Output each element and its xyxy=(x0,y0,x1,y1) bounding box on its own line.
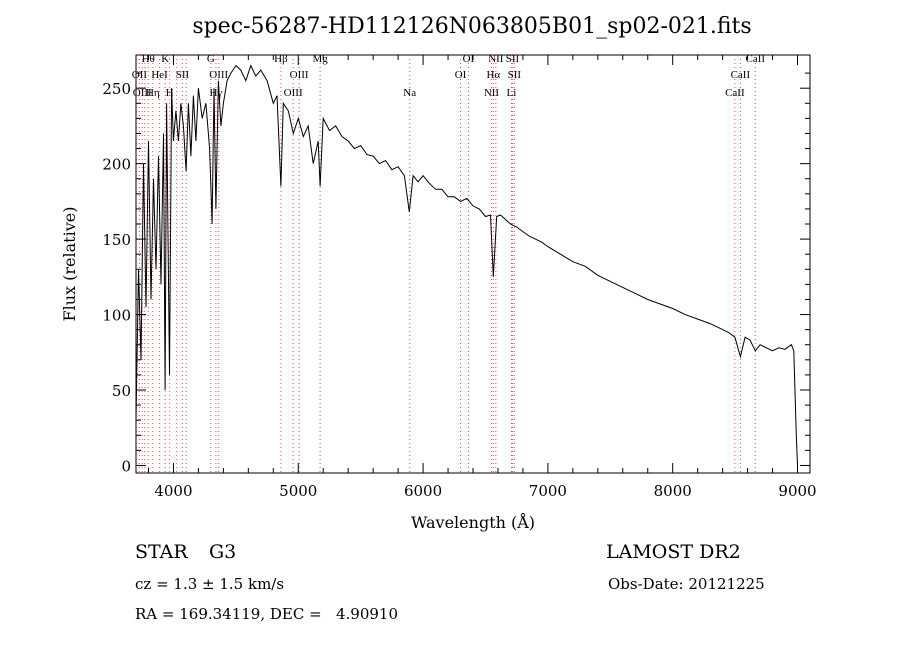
x-tick-label: 4000 xyxy=(154,482,192,500)
spectral-line-label: K xyxy=(161,53,169,65)
y-tick-label: 0 xyxy=(121,457,131,475)
spectral-line-label: OII xyxy=(132,69,148,81)
spectral-line-label: Na xyxy=(403,87,416,99)
plot-frame xyxy=(135,54,811,474)
spectral-line-label: Hβ xyxy=(274,53,288,65)
chart-title: spec-56287-HD112126N063805B01_sp02-021.f… xyxy=(192,14,751,39)
object-subclass: G3 xyxy=(209,541,237,563)
spectral-line-label: SII xyxy=(176,69,190,81)
survey-name: LAMOST DR2 xyxy=(606,541,741,563)
x-axis-label: Wavelength (Å) xyxy=(411,512,535,532)
spectral-line-label: Hα xyxy=(486,69,500,81)
y-tick-label: 150 xyxy=(102,231,131,249)
spectral-line-label: SII xyxy=(508,69,522,81)
spectral-line-label: H xyxy=(166,87,174,99)
spectral-line-label: Hη xyxy=(146,87,160,99)
x-tick-label: 9000 xyxy=(778,482,816,500)
spectral-line-label: OI xyxy=(455,69,467,81)
spectral-line-label: NII xyxy=(484,87,500,99)
spectral-line-markers xyxy=(138,55,756,473)
flux-series-line xyxy=(135,64,798,466)
x-tick-label: 8000 xyxy=(654,482,692,500)
spectral-line-label: SII xyxy=(506,53,520,65)
y-axis-ticks: 0 50 100 150 200 250 xyxy=(102,72,810,475)
spectral-line-label: Li xyxy=(507,87,517,99)
spectral-line-label: OI xyxy=(463,53,475,65)
x-tick-label: 7000 xyxy=(529,482,567,500)
spectral-line-label: Hγ xyxy=(209,87,222,99)
y-tick-label: 50 xyxy=(112,382,131,400)
x-tick-label: 6000 xyxy=(404,482,442,500)
spectral-line-label: OIII xyxy=(133,87,152,99)
spectral-line-label: CaII xyxy=(746,53,766,65)
y-tick-label: 250 xyxy=(102,80,131,98)
ra-dec-coordinates: RA = 169.34119, DEC = 4.90910 xyxy=(135,605,399,623)
y-tick-label: 200 xyxy=(102,156,131,174)
observation-date: Obs-Date: 20121225 xyxy=(608,575,765,593)
y-axis-label: Flux (relative) xyxy=(60,207,79,322)
x-tick-label: 5000 xyxy=(279,482,317,500)
y-tick-label: 100 xyxy=(102,307,131,325)
x-axis-ticks: 4000 5000 6000 7000 8000 9000 xyxy=(147,55,817,500)
spectral-line-label: G xyxy=(207,53,215,65)
spectral-line-label: OIII xyxy=(209,69,228,81)
spectral-line-label: Mg xyxy=(312,53,328,65)
spectral-line-label: CaII xyxy=(725,87,745,99)
redshift-cz: cz = 1.3 ± 1.5 km/s xyxy=(135,575,285,593)
spectral-line-label: HeI xyxy=(151,69,168,81)
spectral-line-label: OIII xyxy=(290,69,309,81)
spectral-line-label: NII xyxy=(488,53,504,65)
object-class: STAR xyxy=(135,541,188,563)
spectral-line-label: OIII xyxy=(284,87,303,99)
spectral-line-label: CaII xyxy=(731,69,751,81)
